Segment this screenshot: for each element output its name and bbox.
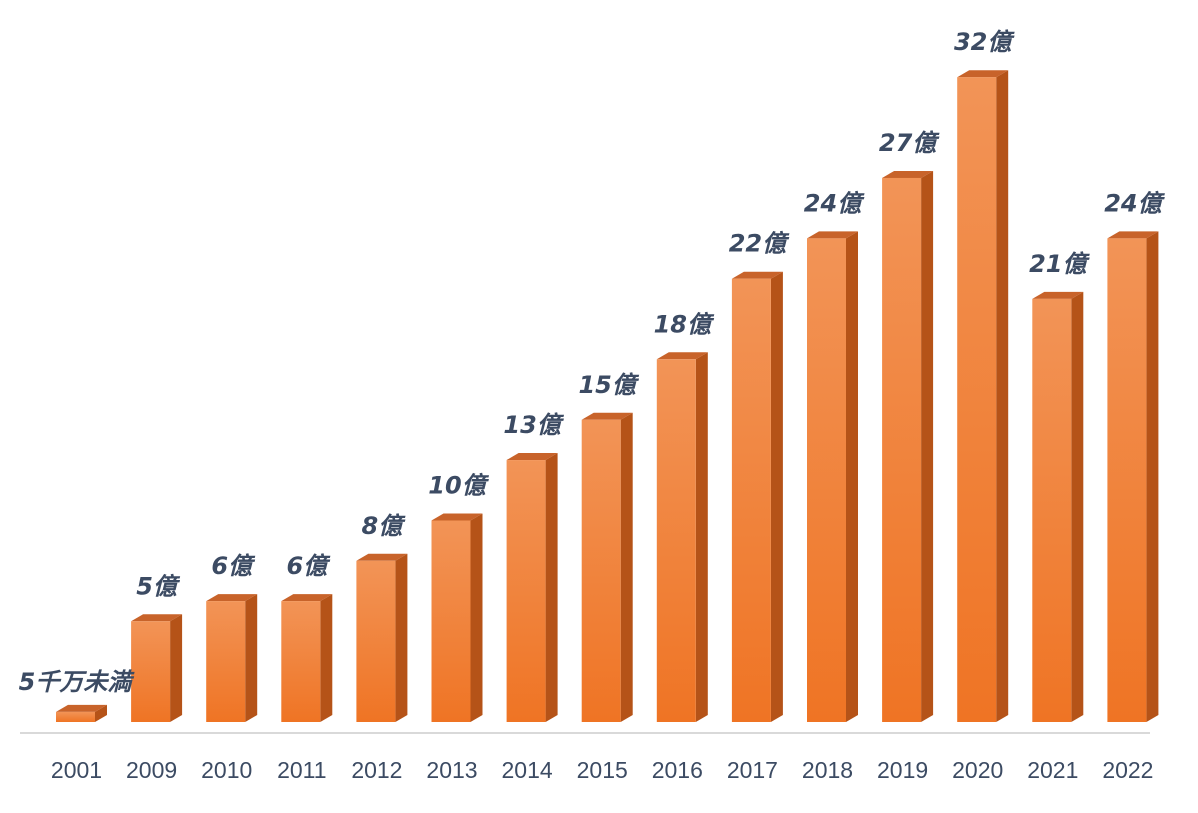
x-tick-label: 2018 xyxy=(802,757,853,783)
data-label: 8億 xyxy=(362,512,407,540)
data-label: 27億 xyxy=(879,129,940,157)
x-tick-label: 2012 xyxy=(351,757,402,783)
data-label: 22億 xyxy=(729,230,790,258)
data-label: 5千万未満 xyxy=(19,668,136,696)
bar-2010 xyxy=(206,594,258,722)
bar-front xyxy=(882,177,922,722)
data-label: 5億 xyxy=(136,572,181,600)
bar-side xyxy=(1071,291,1084,722)
data-label: 21億 xyxy=(1029,250,1090,278)
bar-side xyxy=(996,70,1009,722)
bar-2011 xyxy=(281,594,333,722)
x-tick-label: 2019 xyxy=(877,757,928,783)
data-label: 15億 xyxy=(578,371,639,399)
bar-top xyxy=(1107,231,1159,239)
data-label: 13億 xyxy=(503,411,564,439)
bar-2017 xyxy=(731,271,783,722)
bar-top xyxy=(731,271,783,279)
bar-front xyxy=(957,77,997,722)
bar-side xyxy=(770,271,783,722)
bar-front xyxy=(581,419,621,722)
bar-front xyxy=(731,278,771,722)
bar-side xyxy=(170,614,183,722)
bar-side xyxy=(695,352,708,722)
x-tick-label: 2017 xyxy=(727,757,778,783)
x-tick-label: 2010 xyxy=(201,757,252,783)
bar-side xyxy=(470,513,483,722)
bar-top xyxy=(56,704,107,712)
bar-front xyxy=(1032,298,1072,722)
bar-top xyxy=(656,352,708,360)
bar-side xyxy=(95,704,107,722)
x-tick-label: 2014 xyxy=(502,757,553,783)
bar-front xyxy=(206,601,246,722)
x-tick-label: 2013 xyxy=(426,757,477,783)
data-label: 6億 xyxy=(286,552,331,580)
bar-side xyxy=(846,231,858,722)
bar-top xyxy=(131,614,183,622)
data-label: 6億 xyxy=(211,552,256,580)
bar-top xyxy=(506,453,558,461)
bar-2022 xyxy=(1107,231,1159,722)
bar-front xyxy=(56,711,95,722)
bar-front xyxy=(807,238,846,722)
data-label: 32億 xyxy=(954,28,1015,56)
data-label: 24億 xyxy=(1104,189,1165,217)
bar-front xyxy=(356,560,396,722)
data-label: 10億 xyxy=(428,472,489,500)
bar-2019 xyxy=(882,170,934,722)
bar-2013 xyxy=(431,513,483,722)
x-tick-labels-group: 2001 2009 2010 2011 2012 2013 2014 2015 2016 2017… xyxy=(51,757,1154,783)
bar-2016 xyxy=(656,352,708,722)
bar-2018 xyxy=(807,231,858,722)
x-tick-label: 2009 xyxy=(126,757,177,783)
x-tick-label: 2001 xyxy=(51,757,102,783)
bar-front xyxy=(131,621,171,722)
bar-2021 xyxy=(1032,291,1084,722)
bar-2015 xyxy=(581,412,633,722)
bar-top xyxy=(882,170,934,178)
x-tick-label: 2021 xyxy=(1027,757,1078,783)
bar-2012 xyxy=(356,553,408,722)
bar-side xyxy=(395,553,408,722)
bar-top xyxy=(1032,291,1084,299)
x-tick-label: 2016 xyxy=(652,757,703,783)
bar-top xyxy=(957,70,1009,78)
x-tick-label: 2015 xyxy=(577,757,628,783)
bars-group xyxy=(56,70,1159,722)
data-labels-group: 5千万未満 5億 6億 6億 8億 10億 13億 15億 18億 22億 24億 27億 32億 21億… xyxy=(19,28,1166,696)
bar-side xyxy=(921,170,934,722)
bar-2014 xyxy=(506,453,558,722)
bar-front xyxy=(431,520,471,722)
bar-top xyxy=(807,231,858,239)
bar-front xyxy=(506,460,546,722)
data-label: 24億 xyxy=(804,189,865,217)
bar-side xyxy=(245,594,258,722)
data-label: 18億 xyxy=(654,310,715,338)
bar-front xyxy=(656,359,696,722)
bar-top xyxy=(581,412,633,420)
bar-top xyxy=(281,594,333,602)
x-tick-label: 2022 xyxy=(1102,757,1153,783)
bar-front xyxy=(1107,238,1147,722)
bar-2001 xyxy=(56,704,107,722)
bar-top xyxy=(356,553,408,561)
bar-side xyxy=(320,594,333,722)
x-tick-label: 2020 xyxy=(952,757,1003,783)
bar-side xyxy=(545,453,558,722)
bar-top xyxy=(206,594,258,602)
bar-side xyxy=(1146,231,1159,722)
bar-top xyxy=(431,513,483,521)
bar-2009 xyxy=(131,614,183,722)
bar-2020 xyxy=(957,70,1009,722)
bar-side xyxy=(620,412,633,722)
x-tick-label: 2011 xyxy=(277,757,326,783)
bar-front xyxy=(281,601,321,722)
